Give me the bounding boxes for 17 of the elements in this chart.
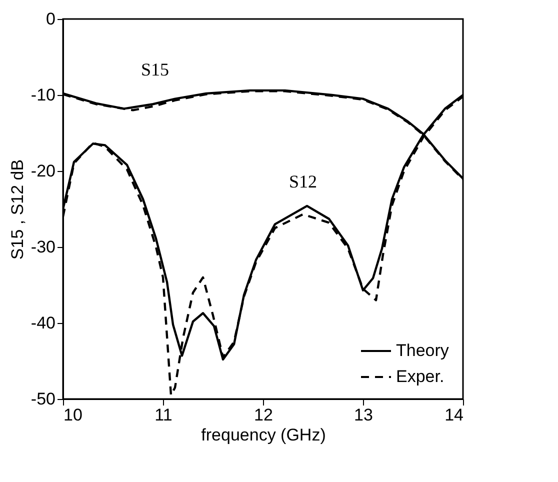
y-tick-label: -20 xyxy=(30,162,56,180)
y-tick-label: 0 xyxy=(46,10,56,28)
x-tick-label: 13 xyxy=(354,406,373,424)
y-tick-label: -40 xyxy=(30,314,56,332)
y-tick-label: -10 xyxy=(30,86,56,104)
x-tick-label: 14 xyxy=(444,406,464,424)
x-tick-label: 11 xyxy=(154,406,172,424)
annotation: S15 xyxy=(140,59,170,80)
legend-label: Theory xyxy=(396,341,450,360)
legend-label: Exper. xyxy=(396,367,444,386)
y-axis-title: S15 , S12 dB xyxy=(8,159,27,260)
y-tick-label: -50 xyxy=(30,390,56,408)
x-axis-title: frequency (GHz) xyxy=(201,426,326,444)
x-tick-label: 10 xyxy=(64,406,82,424)
annotation: S12 xyxy=(288,171,318,192)
y-tick-label: -30 xyxy=(30,238,56,256)
x-tick-label: 12 xyxy=(254,406,273,424)
